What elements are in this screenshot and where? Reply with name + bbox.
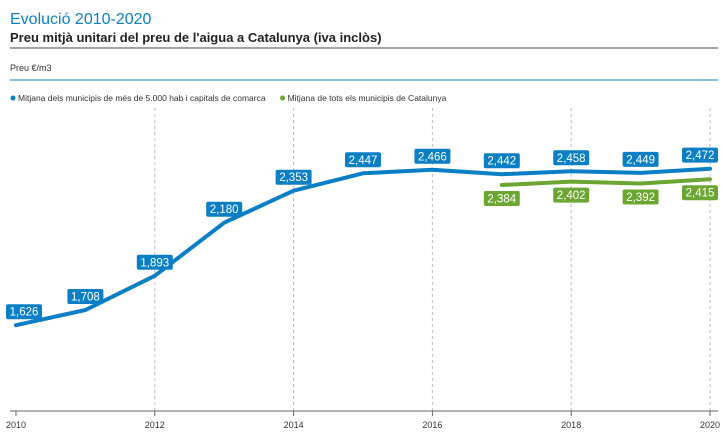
data-label-box [622,151,659,167]
data-label: 2,180 [210,204,239,216]
data-label-box [414,148,451,164]
data-label: 2,402 [557,190,586,202]
legend-entry-0: Mitjana dels municipis de més de 5.000 h… [18,93,266,103]
data-label: 1,626 [10,307,39,319]
x-tick-label: 2020 [700,420,720,430]
x-tick-label: 2014 [284,420,304,430]
legend-marker-1 [280,95,286,101]
data-label-box [682,147,718,163]
data-label-box [622,189,659,205]
data-label: 2,447 [349,155,378,167]
data-label: 2,392 [626,192,655,204]
series-line-0 [14,166,712,328]
data-label: 2,472 [686,150,715,162]
data-label-box [483,190,520,206]
series-line-1 [499,177,712,187]
data-label: 2,442 [487,156,516,168]
chart-subtitle: Preu mitjà unitari del preu de l'aigua a… [10,30,382,45]
y-axis-label: Preu €/m3 [10,63,52,73]
data-label-box [6,304,42,320]
data-label: 2,353 [279,172,308,184]
x-axis: 2010 2012 2014 2016 2018 2020 [6,410,720,430]
data-label-box [275,169,312,185]
data-label-box [483,153,520,169]
data-label-box [345,152,381,168]
x-tick-label: 2012 [145,420,165,430]
data-label-box [682,185,718,201]
data-label-box [206,201,243,217]
x-tick-label: 2010 [6,420,26,430]
data-label: 2,466 [418,151,447,163]
data-label: 2,415 [686,188,715,200]
x-tick-label: 2016 [422,420,442,430]
x-tick-label: 2018 [561,420,581,430]
data-label: 2,458 [557,153,586,165]
legend-entry-1: Mitjana de tots els municipis de Catalun… [288,93,447,103]
data-label: 2,384 [487,193,516,205]
legend-marker-0 [10,95,16,101]
chart-title: Evolució 2010-2020 [10,11,152,28]
data-label: 1,893 [140,257,169,269]
legend: Mitjana dels municipis de més de 5.000 h… [10,93,447,103]
data-label-box [553,187,590,203]
data-label-box [67,289,104,305]
data-label: 1,708 [71,292,100,304]
series-lines [14,166,712,328]
data-labels: 1,626 1,708 1,893 2,180 2,353 2,447 2,466 2,442… [6,147,718,320]
data-label: 2,449 [626,154,655,166]
data-label-box [136,254,173,270]
data-label-box [553,150,590,166]
